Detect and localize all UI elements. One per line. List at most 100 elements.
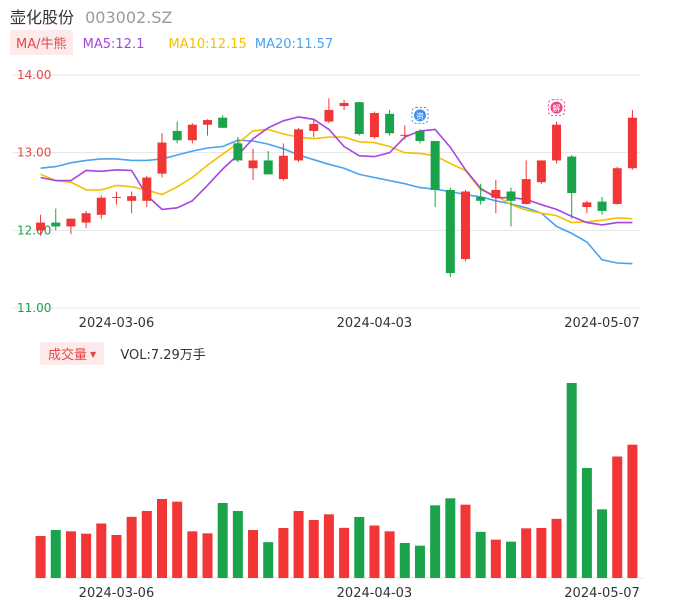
y-tick-label: 12.00 xyxy=(17,223,51,237)
candle-body xyxy=(536,160,546,183)
volume-bar xyxy=(627,444,638,578)
ma-legend: MA/牛熊 MA5:12.1 MA10:12.15 MA20:11.57 xyxy=(10,30,333,55)
candle xyxy=(385,109,395,136)
blue-news-icon[interactable]: 资 xyxy=(411,106,429,124)
volume-bar xyxy=(323,514,334,578)
volume-bar xyxy=(475,531,486,578)
candle xyxy=(400,125,410,140)
candle xyxy=(248,148,258,180)
candle xyxy=(339,99,349,110)
candle xyxy=(369,111,379,139)
candle xyxy=(263,151,273,175)
volume-bar xyxy=(141,511,152,578)
volume-bar xyxy=(293,511,304,578)
volume-bar xyxy=(202,533,213,578)
candle-body xyxy=(187,124,197,141)
candle-body xyxy=(612,168,622,204)
dropdown-triangle-icon: ▼ xyxy=(90,350,97,359)
volume-bar xyxy=(156,499,167,578)
candle xyxy=(142,175,152,208)
candle-body xyxy=(627,117,637,169)
candle xyxy=(430,141,440,208)
volume-date-axis: 2024-03-06 2024-04-03 2024-05-07 xyxy=(79,586,640,601)
volume-bar xyxy=(460,504,471,578)
candle-body xyxy=(51,222,61,227)
x-date-label: 2024-04-03 xyxy=(337,316,413,331)
candle xyxy=(218,115,228,128)
candle xyxy=(491,179,501,214)
candle xyxy=(597,196,607,215)
marker-dot xyxy=(550,101,563,114)
volume-bar xyxy=(414,545,425,578)
ma10-legend: MA10:12.15 xyxy=(168,37,247,52)
volume-indicator-dropdown[interactable]: 成交量 ▼ xyxy=(40,342,105,365)
candle-body xyxy=(385,113,395,134)
candle xyxy=(521,160,531,205)
price-axis: 14.00 13.00 12.00 11.00 xyxy=(17,68,51,315)
candle xyxy=(294,127,304,162)
candle-body xyxy=(567,156,577,194)
candle xyxy=(203,119,213,136)
candle-body xyxy=(491,189,501,198)
candle-body xyxy=(157,142,167,174)
candle-body xyxy=(430,141,440,190)
volume-bar xyxy=(490,539,501,578)
candle xyxy=(612,166,622,205)
candle-body xyxy=(400,134,410,136)
volume-bar xyxy=(369,525,380,578)
price-grid xyxy=(13,74,640,309)
volume-bar xyxy=(35,536,46,578)
ma5-line xyxy=(40,116,633,226)
volume-bar xyxy=(612,456,623,578)
candle xyxy=(81,210,91,229)
candle-body xyxy=(415,130,425,142)
price-date-axis: 2024-03-06 2024-04-03 2024-05-07 xyxy=(79,316,640,331)
volume-bar xyxy=(126,516,137,578)
candle xyxy=(582,200,592,214)
candle-body xyxy=(111,196,121,198)
candle xyxy=(354,102,364,136)
candle xyxy=(127,191,137,214)
candle-body xyxy=(597,201,607,211)
candle-body xyxy=(233,143,243,161)
y-tick-label: 13.00 xyxy=(17,146,51,160)
candle xyxy=(627,109,637,170)
candle xyxy=(536,160,546,184)
candle-body xyxy=(127,196,137,201)
candle-body xyxy=(369,113,379,138)
candle-body xyxy=(521,179,531,204)
ma-indicator-toggle[interactable]: MA/牛熊 xyxy=(10,30,73,55)
volume-bar xyxy=(339,527,350,578)
candle-body xyxy=(248,160,258,169)
volume-bar xyxy=(96,523,107,578)
candle xyxy=(506,187,516,227)
candle-body xyxy=(263,160,273,175)
volume-bar xyxy=(232,511,243,578)
volume-bar xyxy=(65,531,76,578)
event-markers: 资解 xyxy=(411,99,566,124)
candle xyxy=(111,191,121,205)
volume-bar xyxy=(430,505,441,578)
volume-bar xyxy=(506,541,517,578)
candle-body xyxy=(309,123,319,131)
volume-bar xyxy=(521,528,532,578)
pink-event-icon[interactable]: 解 xyxy=(548,99,566,117)
candle xyxy=(309,120,319,138)
volume-bar xyxy=(217,503,228,578)
stock-code: 003002.SZ xyxy=(85,8,173,27)
candle-body xyxy=(294,129,304,161)
x-date-label: 2024-04-03 xyxy=(337,586,413,601)
candle xyxy=(51,208,61,231)
x-date-label: 2024-03-06 xyxy=(79,316,155,331)
x-date-label: 2024-05-07 xyxy=(564,586,640,601)
volume-bar xyxy=(581,468,592,578)
marker-glyph: 资 xyxy=(416,111,424,121)
volume-bar xyxy=(263,542,274,578)
candle xyxy=(567,154,577,219)
candle-body xyxy=(354,102,364,135)
marker-glyph: 解 xyxy=(553,103,561,113)
ma20-line xyxy=(40,139,633,265)
candle xyxy=(552,121,562,164)
candle-body xyxy=(142,177,152,201)
